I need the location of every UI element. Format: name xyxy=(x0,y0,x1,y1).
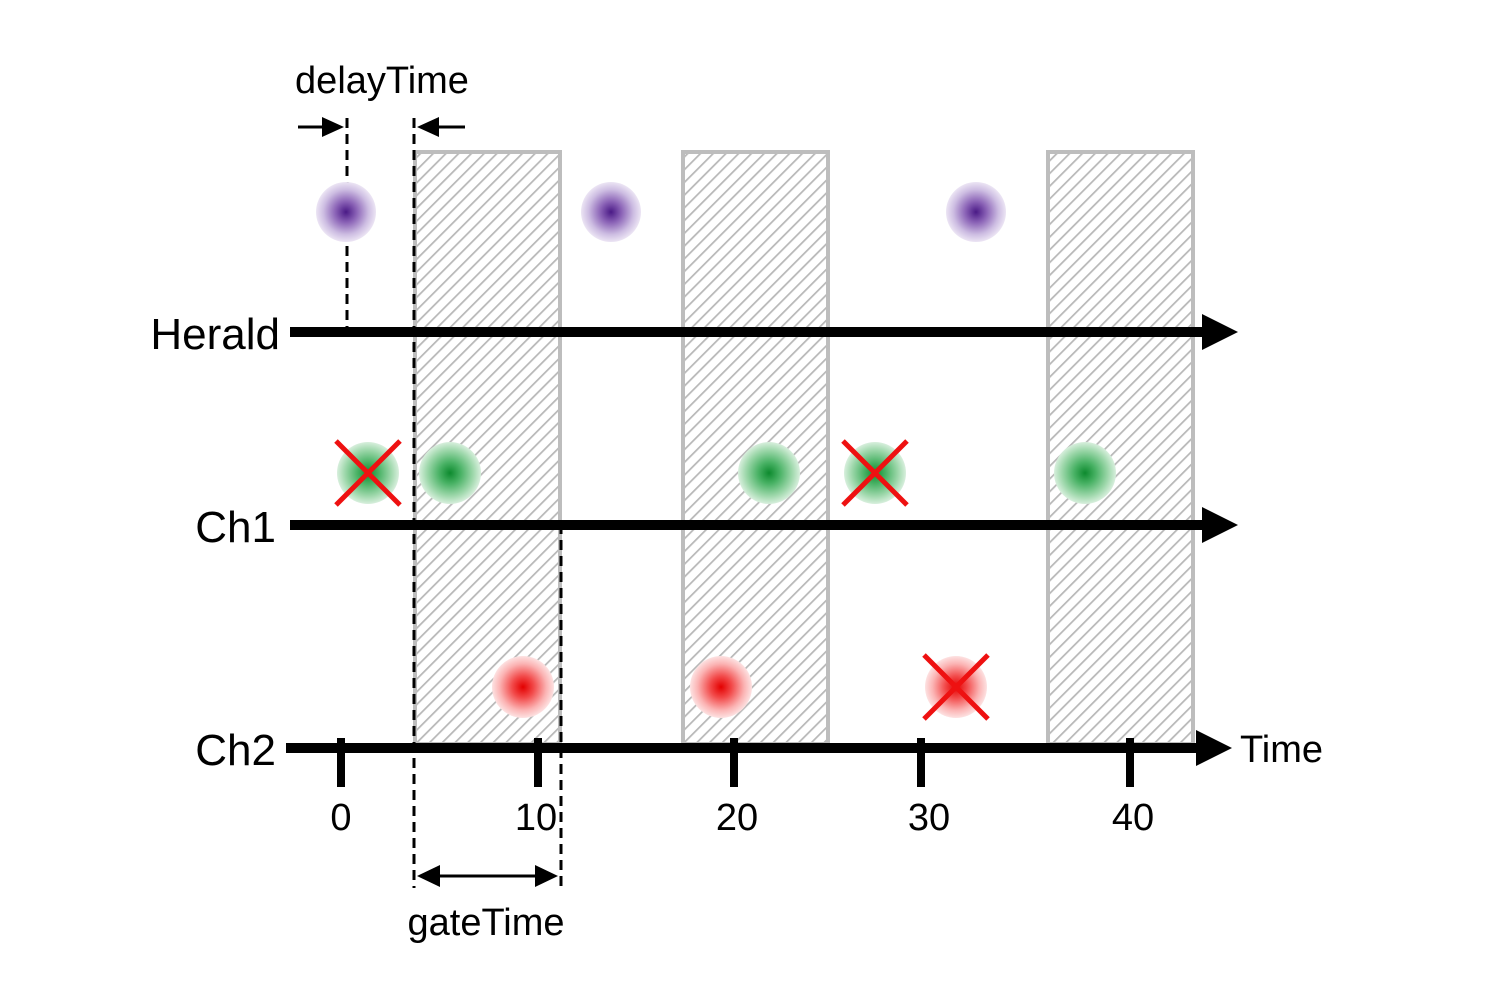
herald-axis-arrowhead xyxy=(1202,314,1238,350)
tick-label-0: 0 xyxy=(330,797,351,839)
reject-x-icon xyxy=(922,653,990,721)
ch2-axis-arrowhead xyxy=(1196,730,1232,766)
reject-x-icon xyxy=(334,439,402,507)
ch2-channel-label: Ch2 xyxy=(195,726,276,775)
time-ticks xyxy=(337,738,1134,787)
gate-time-annotation: gateTime xyxy=(408,865,565,944)
channel-axes xyxy=(286,314,1238,766)
tick-label-10: 10 xyxy=(515,797,557,839)
ch1-photon xyxy=(419,442,481,504)
tick-label-30: 30 xyxy=(908,797,950,839)
herald-photons xyxy=(316,182,1006,242)
gate-arrow-right-head xyxy=(535,865,558,887)
tick-labels: 0 10 20 30 40 xyxy=(330,797,1154,839)
ch1-channel-label: Ch1 xyxy=(195,503,276,552)
gate-windows xyxy=(413,150,1195,746)
herald-channel-label: Herald xyxy=(150,310,280,359)
ch2-photon xyxy=(492,656,554,718)
ch1-axis-arrowhead xyxy=(1202,507,1238,543)
herald-photon xyxy=(316,182,376,242)
delay-time-annotation: delayTime xyxy=(295,60,469,137)
gate-arrow-left-head xyxy=(417,865,440,887)
ch2-photon xyxy=(690,656,752,718)
rejection-marks xyxy=(334,439,990,721)
gate-time-label: gateTime xyxy=(408,902,565,944)
ch2-photons xyxy=(492,656,987,718)
ch1-photon xyxy=(1054,442,1116,504)
ch1-photon xyxy=(738,442,800,504)
reject-x-icon xyxy=(841,439,909,507)
herald-photon xyxy=(946,182,1006,242)
time-axis-label: Time xyxy=(1240,729,1323,771)
delay-arrow-right-head xyxy=(417,117,439,137)
tick-label-20: 20 xyxy=(716,797,758,839)
tick-label-40: 40 xyxy=(1112,797,1154,839)
delay-time-label: delayTime xyxy=(295,60,469,102)
herald-photon xyxy=(581,182,641,242)
delay-arrow-left-head xyxy=(322,117,344,137)
